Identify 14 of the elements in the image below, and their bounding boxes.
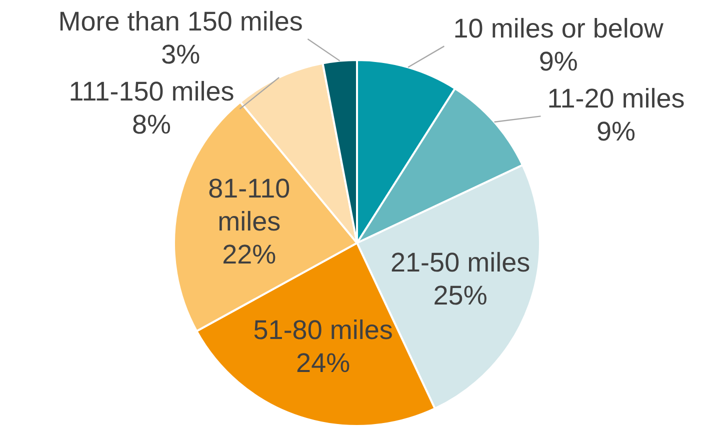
data-label: 8% <box>132 109 172 140</box>
slice-label: More than 150 miles <box>58 6 303 36</box>
data-label: 3% <box>161 39 200 70</box>
slice-label: 111-150 miles <box>68 76 234 106</box>
slice-label: 10 miles or below <box>453 14 664 44</box>
slice-label: 11-20 miles <box>547 84 685 114</box>
slice-label: 81-110 miles <box>208 173 290 236</box>
slice-label: 51-80 miles <box>253 314 393 345</box>
data-label: 24% <box>296 348 350 378</box>
data-label: 22% <box>222 239 276 270</box>
slice-label: 21-50 miles <box>390 248 530 278</box>
data-label: 25% <box>433 280 488 311</box>
data-label: 9% <box>538 46 578 77</box>
data-label: 9% <box>596 116 636 147</box>
